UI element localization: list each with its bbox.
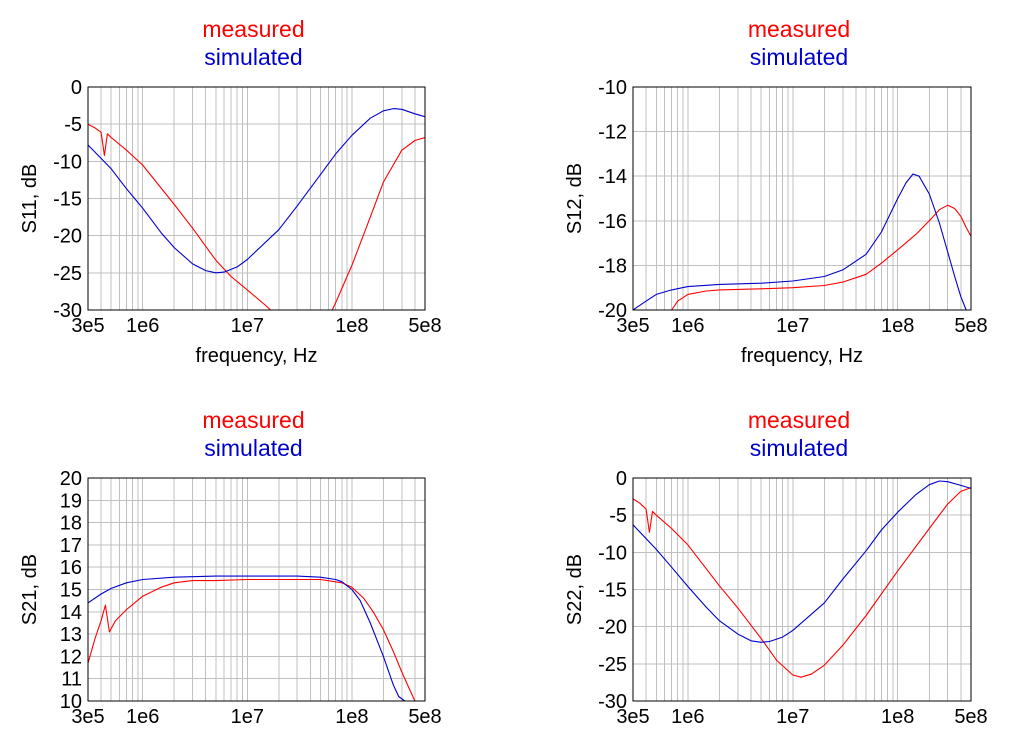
x-tick-label: 1e7 bbox=[231, 706, 264, 728]
series-line-measured bbox=[88, 578, 416, 701]
series-line-measured bbox=[671, 204, 971, 310]
x-tick-label: 3e5 bbox=[71, 315, 104, 337]
y-tick-label: 14 bbox=[60, 602, 82, 624]
legend-entry-simulated: simulated bbox=[204, 44, 302, 70]
y-tick-label: -10 bbox=[598, 77, 627, 99]
x-tick-label: 1e8 bbox=[881, 315, 914, 337]
x-tick-label: 3e5 bbox=[71, 706, 104, 728]
x-tick-label: 1e8 bbox=[881, 706, 914, 728]
grid bbox=[88, 87, 425, 310]
x-tick-label: 5e8 bbox=[954, 706, 987, 728]
y-tick-label: 10 bbox=[60, 691, 82, 713]
legend-entry-simulated: simulated bbox=[750, 44, 848, 70]
y-tick-label: 0 bbox=[616, 468, 627, 490]
series-line-simulated bbox=[88, 575, 406, 701]
y-tick-label: -15 bbox=[598, 580, 627, 602]
series-line-simulated bbox=[633, 173, 967, 310]
y-tick-label: 17 bbox=[60, 535, 82, 557]
x-tick-label: 1e6 bbox=[671, 706, 704, 728]
y-tick-label: -25 bbox=[598, 654, 627, 676]
y-axis-label: S12, dB bbox=[564, 163, 586, 234]
x-tick-label: 1e8 bbox=[335, 706, 368, 728]
y-tick-label: 15 bbox=[60, 580, 82, 602]
y-tick-label: 18 bbox=[60, 513, 82, 535]
legend-entry-measured: measured bbox=[202, 407, 304, 433]
grid bbox=[633, 87, 971, 310]
legend-entry-simulated: simulated bbox=[204, 435, 302, 461]
x-tick-label: 1e6 bbox=[126, 706, 159, 728]
x-tick-label: 5e8 bbox=[408, 315, 441, 337]
legend-entry-measured: measured bbox=[748, 407, 850, 433]
plot-frame bbox=[87, 477, 426, 702]
grid bbox=[88, 478, 425, 701]
series-line-measured bbox=[88, 123, 425, 310]
y-tick-label: -15 bbox=[53, 189, 82, 211]
plot-frame bbox=[87, 86, 426, 311]
x-tick-label: 3e5 bbox=[616, 315, 649, 337]
x-tick-label: 1e7 bbox=[776, 706, 809, 728]
legend-entry-measured: measured bbox=[202, 16, 304, 42]
x-axis-label: frequency, Hz bbox=[196, 345, 318, 367]
y-axis-label: S22, dB bbox=[564, 554, 586, 625]
y-tick-label: -18 bbox=[598, 255, 627, 277]
plot-frame bbox=[632, 86, 972, 311]
y-tick-label: -25 bbox=[53, 263, 82, 285]
y-tick-label: -5 bbox=[609, 505, 627, 527]
x-tick-label: 1e7 bbox=[231, 315, 264, 337]
y-tick-label: -16 bbox=[598, 211, 627, 233]
y-tick-label: -20 bbox=[598, 300, 627, 322]
x-tick-label: 1e7 bbox=[776, 315, 809, 337]
y-tick-label: 19 bbox=[60, 490, 82, 512]
y-axis-label: S21, dB bbox=[19, 554, 41, 625]
legend-entry-measured: measured bbox=[748, 16, 850, 42]
y-tick-label: -20 bbox=[53, 226, 82, 248]
y-axis-label: S11, dB bbox=[19, 164, 41, 234]
y-tick-label: -10 bbox=[598, 542, 627, 564]
y-tick-label: 12 bbox=[60, 646, 82, 668]
y-tick-label: -14 bbox=[598, 166, 627, 188]
y-tick-label: 16 bbox=[60, 557, 82, 579]
grid bbox=[633, 478, 971, 701]
x-tick-label: 5e8 bbox=[954, 315, 987, 337]
x-tick-label: 1e8 bbox=[335, 315, 368, 337]
legend-entry-simulated: simulated bbox=[750, 435, 848, 461]
y-tick-label: 13 bbox=[60, 624, 82, 646]
y-tick-label: 11 bbox=[61, 669, 82, 691]
plot-frame bbox=[632, 477, 972, 702]
y-tick-label: -20 bbox=[598, 617, 627, 639]
x-tick-label: 5e8 bbox=[408, 706, 441, 728]
y-tick-label: -12 bbox=[598, 122, 627, 144]
x-axis-label: frequency, Hz bbox=[741, 345, 863, 367]
y-tick-label: 0 bbox=[71, 77, 82, 99]
y-tick-label: -30 bbox=[53, 300, 82, 322]
x-tick-label: 3e5 bbox=[616, 706, 649, 728]
x-tick-label: 1e6 bbox=[126, 315, 159, 337]
y-tick-label: -5 bbox=[64, 114, 82, 136]
y-tick-label: -10 bbox=[53, 151, 82, 173]
series-line-simulated bbox=[633, 480, 971, 643]
x-tick-label: 1e6 bbox=[671, 315, 704, 337]
series-line-simulated bbox=[88, 108, 425, 274]
y-tick-label: 20 bbox=[60, 468, 82, 490]
series-line-measured bbox=[633, 487, 971, 678]
y-tick-label: -30 bbox=[598, 691, 627, 713]
